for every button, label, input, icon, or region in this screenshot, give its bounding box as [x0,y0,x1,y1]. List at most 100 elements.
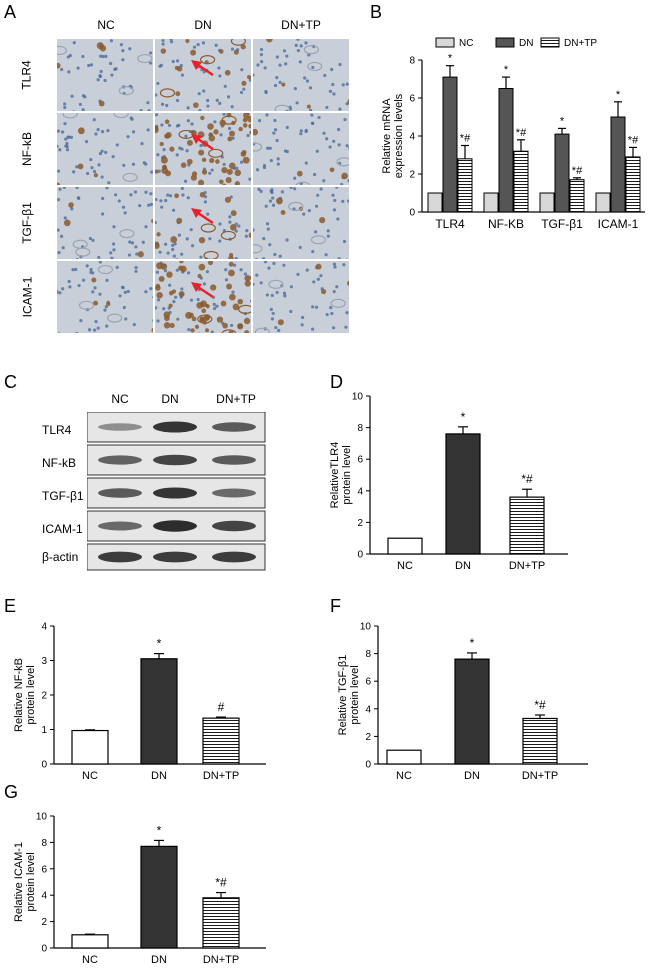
ihc-tile [56,260,154,334]
ihc-tile [56,112,154,186]
wb-label-beta-actin: β-actin [42,550,79,564]
chart-d-tlr4-protein: 0 2 4 6 8 10 RelativeTLR4 protein level NC * DN *# D… [330,392,568,572]
ihc-col-label-dn: DN [194,18,212,32]
y-axis-label: protein level [25,665,37,724]
bar [539,192,555,213]
significance-mark: *# [521,472,533,486]
blot-band [98,521,142,531]
ihc-tile [252,186,350,260]
bar [71,729,109,765]
ihc-col-label-dntp: DN+TP [281,18,321,32]
x-tick-label: NF-KB [488,217,524,231]
y-tick-label: 4 [41,622,47,633]
blot-band [153,551,197,563]
ihc-tile [154,260,252,334]
bar [509,496,545,555]
ihc-tile [154,112,252,186]
blot-band [153,421,197,433]
red-arrow-head-icon [191,60,202,70]
ihc-tile [56,38,154,112]
bar [442,76,458,213]
bar [71,934,109,949]
wb-label-icam1: ICAM-1 [42,522,83,536]
y-tick-label: 4 [409,132,415,143]
bar [387,537,423,555]
x-tick-label: DN [151,770,167,782]
bar [427,192,443,213]
ihc-row-label-icam1-text: ICAM-1 [19,276,34,318]
x-tick-label: NC [396,770,412,782]
red-arrow-head-icon [191,134,202,144]
bar [454,658,490,765]
x-tick-label: DN+TP [522,770,558,782]
bar [202,717,240,765]
y-tick-label: 8 [357,423,363,434]
legend-label: DN [519,38,533,49]
bar [610,116,626,213]
bar [140,658,178,765]
significance-mark: * [157,823,162,837]
panel-label-g: G [4,782,19,802]
chart-e-nfkb-protein: 0 1 2 3 4 Relative NF-kB protein level NC * DN # DN… [13,622,266,782]
significance-mark: # [218,700,225,714]
ihc-row-label-tgfb1-text: TGF-β1 [19,202,34,244]
bar [554,133,570,213]
wb-lane-label-dn: DN [161,392,179,406]
y-tick-label: 8 [41,838,47,849]
blot-band [212,520,256,532]
y-tick-label: 8 [365,649,371,660]
legend-swatch [540,37,560,48]
x-tick-label: DN+TP [203,770,239,782]
significance-mark: * [504,64,509,76]
x-tick-label: DN [455,560,471,572]
x-tick-label: ICAM-1 [598,217,639,231]
panel-label-c: C [4,372,17,392]
y-tick-label: 10 [352,392,364,403]
bar [457,158,473,213]
red-arrow-head-icon [191,282,202,292]
y-tick-label: 2 [41,917,47,928]
blot-band [98,455,142,465]
y-tick-label: 2 [41,691,47,702]
y-tick-label: 6 [409,94,415,105]
bar [522,717,558,765]
y-tick-label: 10 [360,622,372,633]
bar [569,179,585,213]
legend-label: NC [459,38,473,49]
ihc-tile [56,186,154,260]
y-tick-label: 2 [357,518,363,529]
y-axis-label: RelativeTLR4 [330,442,341,509]
y-tick-label: 2 [409,170,415,181]
x-tick-label: NC [82,954,98,966]
y-tick-label: 0 [41,760,47,771]
y-tick-label: 0 [41,944,47,955]
chart-g-icam1-protein: 0 2 4 6 8 10 Relative ICAM-1 protein level NC * DN… [13,812,266,966]
significance-mark: *# [516,127,527,139]
ihc-row-label-nfkb: NF-kB [2,112,52,186]
panel-label-f: F [330,596,341,616]
legend-swatch [435,37,455,48]
bar [625,156,641,213]
chart-f-tgfb1-protein: 0 2 4 6 8 10 Relative TGF-β1 protein level NC * DN… [337,622,588,782]
significance-mark: * [616,89,621,101]
ihc-tile [154,38,252,112]
blot-band [212,422,256,432]
ihc-row-label-tlr4-text: TLR4 [20,60,34,90]
significance-mark: *# [534,698,546,712]
bar [595,192,611,213]
y-axis-label: Relative TGF-β1 [337,655,349,736]
y-axis-label: Relative mRNA [381,98,393,174]
panel-label-a: A [4,2,17,22]
x-tick-label: TLR4 [435,217,465,231]
significance-mark: * [470,636,475,650]
blot-band [212,551,256,563]
bar [513,150,529,213]
bar [202,897,240,949]
significance-mark: * [461,410,466,424]
panel-label-d: D [330,372,343,392]
x-tick-label: DN [151,954,167,966]
wb-lane-label-nc: NC [111,392,129,406]
x-tick-label: DN [464,770,480,782]
blot-band [212,488,256,498]
x-tick-label: DN+TP [203,954,239,966]
